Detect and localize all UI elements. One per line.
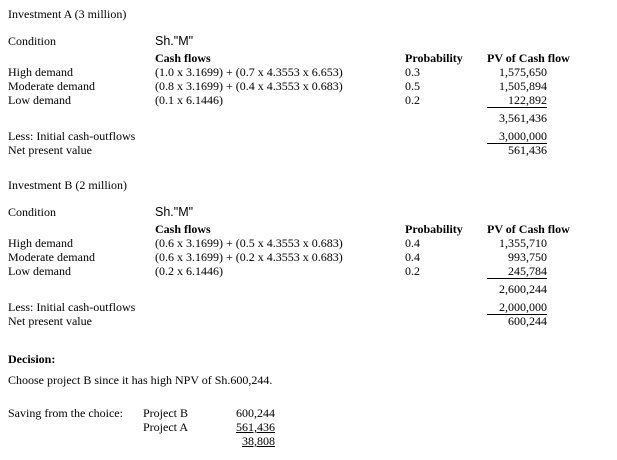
table-row-total-pv: 3,561,436 [8, 111, 617, 125]
investment-b-table: Condition Sh."M" Cash flows Probability … [8, 205, 617, 328]
saving-label: Saving from the choice: [8, 406, 123, 420]
cash-flows-header: Cash flows [155, 51, 211, 65]
condition-cell: Moderate demand [8, 250, 95, 264]
condition-column-label: Condition [8, 205, 57, 219]
saving-row-project-a: Project A 561,436 [8, 420, 617, 434]
table-row-moderate-demand: Moderate demand (0.6 x 3.1699) + (0.2 x … [8, 250, 617, 264]
pv-cell: 1,355,710 [499, 236, 547, 250]
cash-flow-cell: (1.0 x 3.1699) + (0.7 x 4.3553 x 6.653) [155, 65, 343, 79]
cash-flows-header: Cash flows [155, 222, 211, 236]
initial-outflow-value: 2,000,000 [487, 300, 547, 315]
probability-cell: 0.4 [405, 236, 420, 250]
condition-cell: Moderate demand [8, 79, 95, 93]
pv-cell-underlined: 245,784 [487, 264, 547, 279]
pv-cell: 993,750 [508, 250, 547, 264]
project-value: 600,244 [236, 406, 275, 420]
table-row-npv: Net present value 561,436 [8, 143, 617, 157]
project-value-underlined: 561,436 [236, 420, 275, 434]
table-row-condition-header: Condition Sh."M" [8, 205, 617, 219]
saving-row-difference: 38,808 [8, 434, 617, 448]
probability-cell: 0.3 [405, 65, 420, 79]
total-pv-value: 2,600,244 [499, 282, 547, 296]
condition-column-label: Condition [8, 34, 57, 48]
less-outflows-label: Less: Initial cash-outflows [8, 300, 136, 314]
probability-cell: 0.5 [405, 79, 420, 93]
saving-row-project-b: Saving from the choice: Project B 600,24… [8, 406, 617, 420]
less-outflows-label: Less: Initial cash-outflows [8, 129, 136, 143]
condition-cell: High demand [8, 236, 73, 250]
probability-cell: 0.2 [405, 264, 420, 278]
cash-flow-cell: (0.1 x 6.1446) [155, 93, 223, 107]
cash-flow-cell: (0.6 x 3.1699) + (0.2 x 4.3553 x 0.683) [155, 250, 343, 264]
pv-header: PV of Cash flow [487, 222, 570, 236]
saving-block: Saving from the choice: Project B 600,24… [8, 406, 617, 448]
cash-flow-cell: (0.2 x 6.1446) [155, 264, 223, 278]
probability-header: Probability [405, 51, 463, 65]
table-row-low-demand: Low demand (0.2 x 6.1446) 0.2 245,784 [8, 264, 617, 279]
project-name: Project A [143, 420, 188, 434]
project-name: Project B [143, 406, 188, 420]
table-row-less-outflows: Less: Initial cash-outflows 3,000,000 [8, 129, 617, 144]
npv-value: 561,436 [508, 143, 547, 157]
table-row-less-outflows: Less: Initial cash-outflows 2,000,000 [8, 300, 617, 315]
npv-label: Net present value [8, 143, 92, 157]
cash-flow-cell: (0.6 x 3.1699) + (0.5 x 4.3553 x 0.683) [155, 236, 343, 250]
pv-cell-underlined: 122,892 [487, 93, 547, 108]
probability-cell: 0.4 [405, 250, 420, 264]
condition-cell: High demand [8, 65, 73, 79]
investment-a-title: Investment A (3 million) [8, 7, 127, 21]
table-row-moderate-demand: Moderate demand (0.8 x 3.1699) + (0.4 x … [8, 79, 617, 93]
table-row-total-pv: 2,600,244 [8, 282, 617, 296]
decision-text: Choose project B since it has high NPV o… [8, 373, 273, 387]
table-row-high-demand: High demand (0.6 x 3.1699) + (0.5 x 4.35… [8, 236, 617, 250]
currency-unit-label: Sh."M" [155, 205, 194, 219]
probability-cell: 0.2 [405, 93, 420, 107]
pv-header: PV of Cash flow [487, 51, 570, 65]
probability-header: Probability [405, 222, 463, 236]
total-pv-value: 3,561,436 [499, 111, 547, 125]
table-header-row: Cash flows Probability PV of Cash flow [8, 222, 617, 236]
condition-cell: Low demand [8, 264, 71, 278]
npv-label: Net present value [8, 314, 92, 328]
cash-flow-cell: (0.8 x 3.1699) + (0.4 x 4.3553 x 0.683) [155, 79, 343, 93]
table-row-npv: Net present value 600,244 [8, 314, 617, 328]
condition-cell: Low demand [8, 93, 71, 107]
table-row-high-demand: High demand (1.0 x 3.1699) + (0.7 x 4.35… [8, 65, 617, 79]
pv-cell: 1,575,650 [499, 65, 547, 79]
table-row-condition-header: Condition Sh."M" [8, 34, 617, 48]
decision-heading: Decision: [8, 352, 56, 366]
investment-b-title: Investment B (2 million) [8, 178, 127, 192]
table-header-row: Cash flows Probability PV of Cash flow [8, 51, 617, 65]
investment-a-table: Condition Sh."M" Cash flows Probability … [8, 34, 617, 157]
table-row-low-demand: Low demand (0.1 x 6.1446) 0.2 122,892 [8, 93, 617, 108]
currency-unit-label: Sh."M" [155, 34, 194, 48]
npv-value: 600,244 [508, 314, 547, 328]
pv-cell: 1,505,894 [499, 79, 547, 93]
initial-outflow-value: 3,000,000 [487, 129, 547, 144]
saving-difference-value: 38,808 [242, 434, 275, 448]
